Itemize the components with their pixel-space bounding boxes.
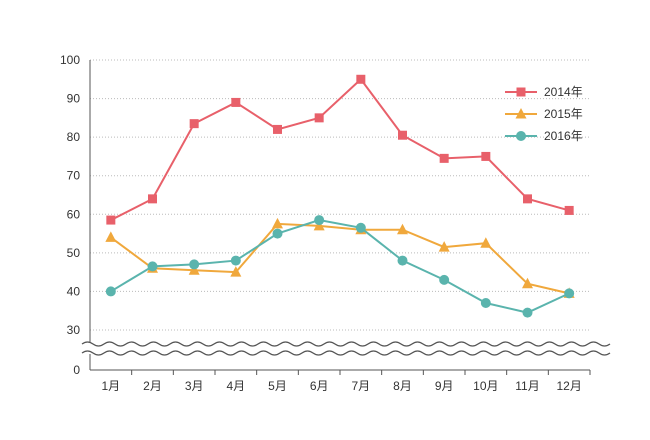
legend: 2014年 2015年 2016年 xyxy=(505,85,583,143)
x-tick-label: 2月 xyxy=(143,379,162,393)
data-point-circle xyxy=(314,215,325,226)
data-point-circle xyxy=(230,255,241,266)
data-point-circle xyxy=(564,288,575,299)
x-tick-label: 7月 xyxy=(351,379,370,393)
data-point-circle xyxy=(397,255,408,266)
x-tick-label: 3月 xyxy=(185,379,204,393)
y-tick-label: 70 xyxy=(67,169,81,183)
x-tick-label: 8月 xyxy=(393,379,412,393)
x-tick-label: 1月 xyxy=(101,379,120,393)
data-point-triangle xyxy=(230,266,242,277)
x-tick-label: 6月 xyxy=(310,379,329,393)
y-tick-label: 80 xyxy=(67,130,81,144)
y-tick-label: 60 xyxy=(67,207,81,221)
data-point-triangle xyxy=(480,237,492,248)
y-tick-label: 50 xyxy=(67,246,81,260)
data-point-circle xyxy=(105,286,116,297)
data-point-circle xyxy=(189,259,200,270)
data-point-triangle xyxy=(188,264,200,275)
data-point-triangle xyxy=(272,217,283,229)
legend-label: 2015年 xyxy=(544,107,583,121)
series-line xyxy=(110,77,570,221)
series-group xyxy=(105,74,575,318)
axis-break-wave-bottom xyxy=(81,350,611,356)
legend-item: 2014年 xyxy=(505,85,583,99)
axis-break-wave-top xyxy=(81,341,611,347)
y-tick-label: 0 xyxy=(73,363,80,377)
legend-item: 2015年 xyxy=(505,107,583,121)
data-point-square xyxy=(564,205,574,215)
data-point-square xyxy=(439,153,449,163)
y-tick-labels: 0 30 40 50 60 70 80 90 100 xyxy=(60,53,80,377)
data-point-square xyxy=(481,151,491,161)
data-point-circle xyxy=(516,131,526,141)
y-tick-label: 90 xyxy=(67,92,81,106)
legend-item: 2016年 xyxy=(505,129,583,143)
data-point-square xyxy=(148,194,157,204)
data-point-triangle xyxy=(397,223,408,235)
legend-label: 2014年 xyxy=(544,85,583,99)
data-point-square xyxy=(314,113,324,123)
data-point-circle xyxy=(355,222,366,233)
x-tick-labels: 1月 2月 3月 4月 5月 6月 7月 8月 9月 10月 11月 12月 xyxy=(101,379,581,393)
data-point-square xyxy=(189,119,199,129)
data-point-square xyxy=(273,124,282,134)
data-point-triangle xyxy=(438,241,450,252)
data-point-square xyxy=(516,87,526,97)
data-point-square xyxy=(398,130,407,140)
data-point-square xyxy=(523,194,532,204)
x-tick-label: 12月 xyxy=(556,379,581,393)
data-point-circle xyxy=(439,274,450,285)
data-point-triangle xyxy=(515,108,527,119)
x-tick-label: 9月 xyxy=(435,379,454,393)
grid-lines xyxy=(90,59,590,331)
x-tick-label: 11月 xyxy=(515,379,539,393)
y-tick-label: 40 xyxy=(67,284,81,298)
series-line xyxy=(110,219,570,314)
axis-break xyxy=(81,341,611,356)
y-tick-label: 100 xyxy=(60,53,80,67)
axes xyxy=(89,60,591,375)
series-3 xyxy=(105,215,575,318)
data-point-triangle xyxy=(105,231,117,242)
data-point-triangle xyxy=(522,277,533,289)
series-1 xyxy=(106,74,574,225)
series-line xyxy=(110,222,570,295)
data-point-circle xyxy=(480,298,491,308)
series-2 xyxy=(105,217,575,298)
y-tick-label: 30 xyxy=(67,323,81,337)
data-point-square xyxy=(106,215,116,225)
x-tick-label: 4月 xyxy=(226,379,245,393)
axis-break-mask xyxy=(82,343,596,354)
data-point-triangle xyxy=(313,219,325,231)
data-point-circle xyxy=(522,307,533,318)
data-point-square xyxy=(356,74,366,84)
x-tick-label: 10月 xyxy=(473,379,498,393)
x-tick-label: 5月 xyxy=(268,379,287,393)
data-point-square xyxy=(231,97,241,107)
data-point-circle xyxy=(147,261,158,272)
data-point-circle xyxy=(272,228,283,239)
legend-label: 2016年 xyxy=(544,129,583,143)
